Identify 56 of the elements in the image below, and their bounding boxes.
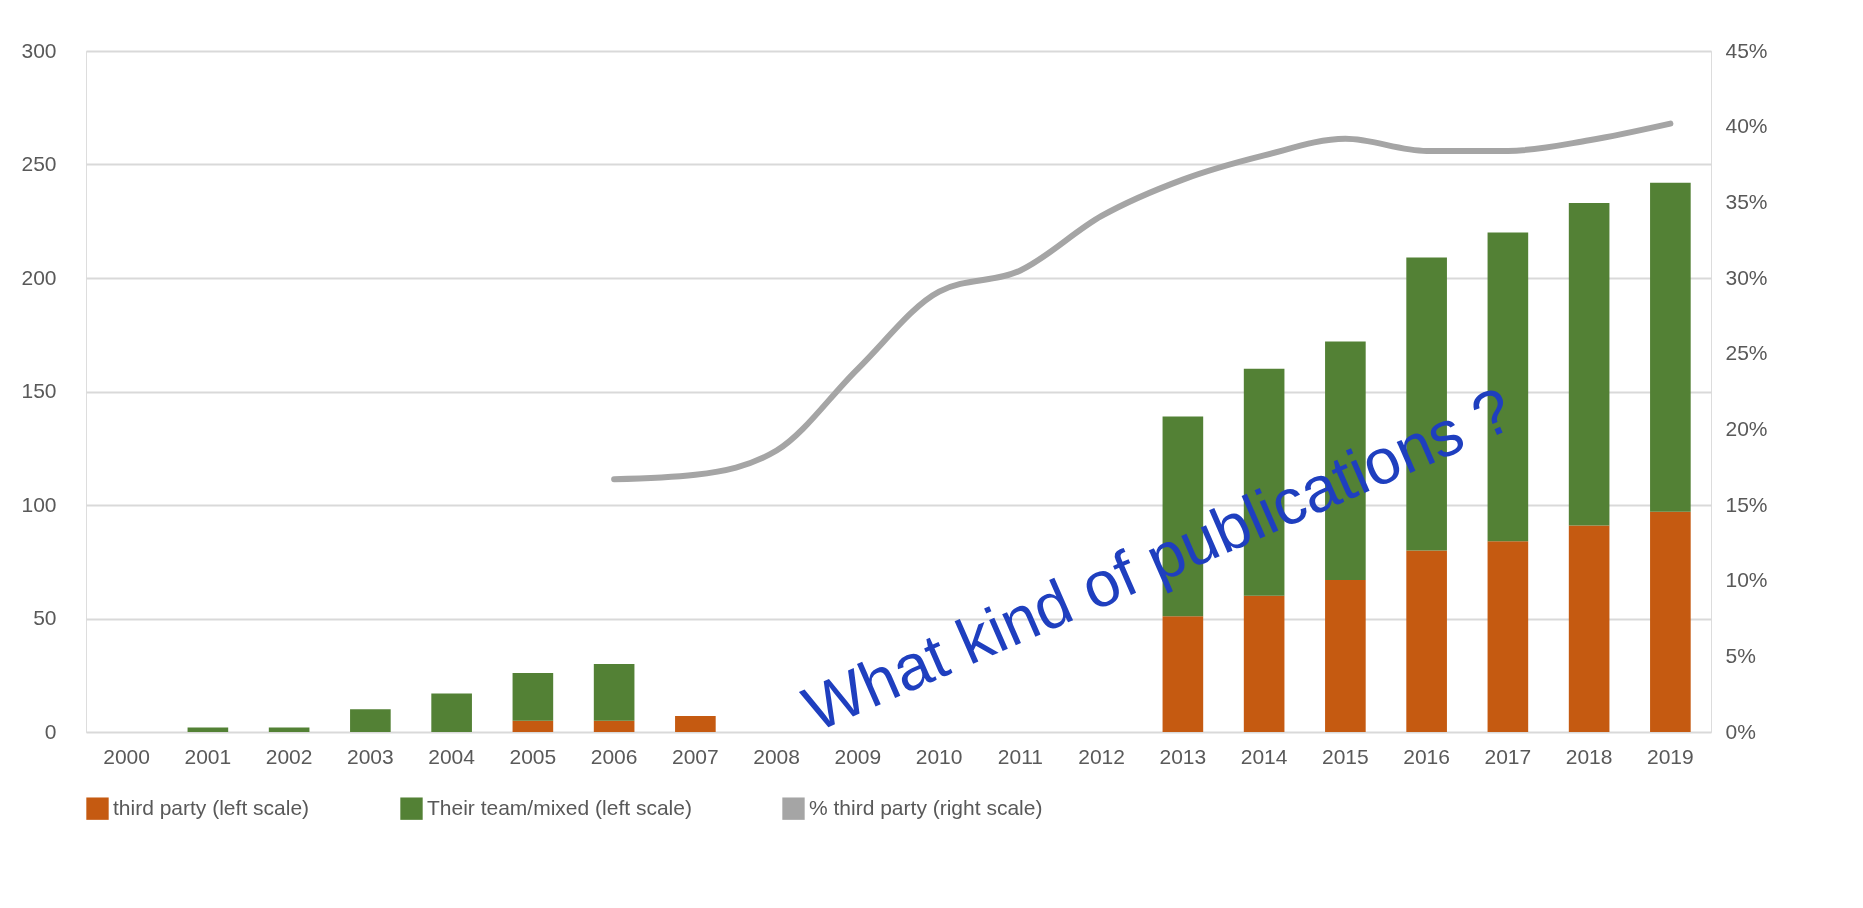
x-tick-label: 2000	[103, 744, 150, 768]
y-tick-label: 150	[21, 379, 57, 402]
legend-label: Their team/mixed (left scale)	[427, 795, 692, 819]
y2-tick-label: 40%	[1725, 114, 1768, 138]
x-tick-label: 2014	[1240, 744, 1288, 768]
bar	[512, 720, 554, 732]
y2-tick-label: 5%	[1725, 643, 1756, 667]
bar	[1487, 541, 1529, 732]
bar	[268, 727, 310, 732]
x-tick-label: 2018	[1565, 744, 1613, 768]
bar	[593, 663, 635, 721]
bar	[187, 727, 229, 732]
bar	[593, 720, 635, 732]
x-tick-label: 2016	[1403, 744, 1450, 768]
x-tick-label: 2010	[915, 744, 963, 768]
legend-label: % third party (right scale)	[809, 795, 1043, 819]
y2-tick-label: 10%	[1725, 568, 1768, 592]
y-tick-label: 100	[21, 492, 57, 516]
bar	[1243, 595, 1285, 732]
y-tick-label: 50	[33, 606, 57, 629]
bar	[512, 672, 554, 721]
y2-tick-label: 45%	[1725, 38, 1768, 62]
bar	[1568, 203, 1610, 526]
x-tick-label: 2003	[347, 744, 394, 768]
y2-tick-label: 20%	[1725, 416, 1768, 440]
x-tick-label: 2017	[1484, 744, 1532, 768]
x-tick-label: 2006	[590, 744, 638, 768]
y2-tick-label: 25%	[1725, 341, 1768, 365]
bar	[1650, 511, 1691, 732]
y2-tick-label: 30%	[1725, 265, 1768, 289]
y-tick-label: 300	[21, 38, 57, 62]
x-tick-label: 2005	[509, 744, 557, 768]
y2-tick-label: 35%	[1725, 189, 1768, 213]
bar	[1162, 616, 1204, 732]
bar	[431, 693, 472, 732]
x-tick-label: 2012	[1078, 744, 1125, 768]
x-tick-label: 2001	[184, 744, 232, 768]
x-tick-label: 2007	[672, 744, 719, 768]
bar	[675, 716, 716, 732]
x-tick-label: 2015	[1322, 744, 1369, 768]
y-tick-label: 250	[21, 152, 57, 175]
y-tick-label: 200	[21, 265, 57, 289]
legend-label: third party (left scale)	[113, 795, 310, 819]
bar	[1650, 182, 1691, 512]
y2-tick-label: 15%	[1725, 492, 1768, 516]
x-tick-label: 2002	[265, 744, 313, 768]
y2-tick-label: 0%	[1725, 719, 1756, 743]
bar	[1568, 525, 1610, 732]
x-tick-label: 2011	[997, 744, 1043, 768]
x-tick-label: 2013	[1159, 744, 1207, 768]
x-tick-label: 2008	[753, 744, 800, 768]
y-tick-label: 0	[44, 719, 57, 743]
x-tick-label: 2009	[834, 744, 882, 768]
x-tick-label: 2019	[1647, 744, 1694, 768]
x-tick-label: 2004	[428, 744, 476, 768]
bar	[350, 709, 391, 732]
